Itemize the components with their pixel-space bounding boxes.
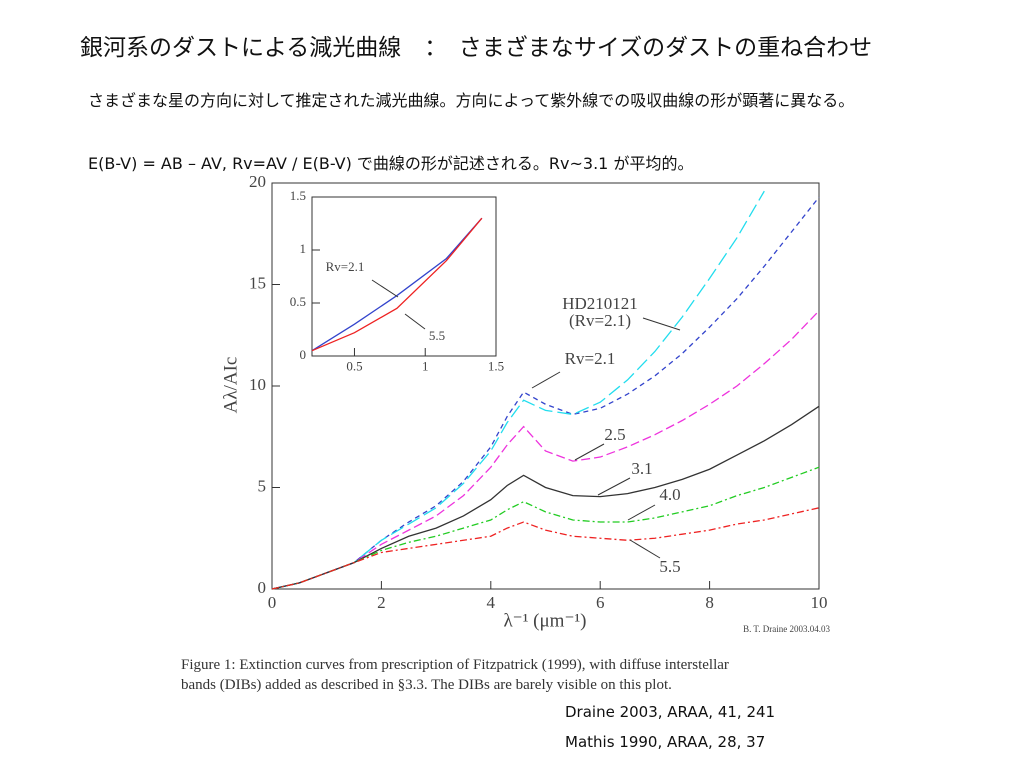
annotation-arrow bbox=[404, 313, 426, 330]
x-axis-label: λ⁻¹ (μm⁻¹) bbox=[503, 610, 586, 631]
y-tick-label: 5 bbox=[258, 476, 267, 495]
series-line bbox=[271, 196, 820, 590]
y-tick-label: 0 bbox=[300, 347, 307, 362]
series-line bbox=[271, 190, 765, 590]
curve-label: Rv=2.1 bbox=[565, 349, 616, 368]
annotation-arrow bbox=[597, 477, 631, 496]
curve-label: 3.1 bbox=[631, 459, 652, 478]
y-tick-label: 10 bbox=[249, 375, 266, 394]
series-line bbox=[271, 405, 820, 590]
caption-line: bands (DIBs) added as described in §3.3.… bbox=[181, 677, 672, 693]
y-tick-label: 0 bbox=[258, 578, 267, 597]
reference: Mathis 1990, ARAA, 28, 37 bbox=[565, 733, 766, 751]
x-tick-label: 1.5 bbox=[488, 359, 504, 374]
x-tick-label: 0 bbox=[268, 593, 277, 612]
curve-label: Rv=2.1 bbox=[326, 259, 365, 274]
series-line bbox=[271, 466, 820, 590]
y-tick-label: 0.5 bbox=[290, 294, 306, 309]
y-tick-label: 15 bbox=[249, 273, 266, 292]
x-tick-label: 10 bbox=[811, 593, 828, 612]
annotation-arrow bbox=[629, 539, 661, 559]
plot-frame bbox=[311, 196, 497, 357]
annotation-arrow bbox=[642, 317, 681, 331]
x-tick-label: 6 bbox=[596, 593, 605, 612]
y-tick-label: 1 bbox=[300, 241, 307, 256]
paragraph: さまざまな星の方向に対して推定された減光曲線。方向によって紫外線での吸収曲線の形… bbox=[88, 91, 855, 110]
y-axis-label: Aλ/AIc bbox=[220, 357, 241, 414]
curve-label: (Rv=2.1) bbox=[569, 311, 631, 330]
slide-title: 銀河系のダストによる減光曲線 ： さまざまなサイズのダストの重ね合わせ bbox=[80, 35, 873, 61]
curve-label: 5.5 bbox=[429, 328, 445, 343]
x-tick-label: 1 bbox=[422, 359, 429, 374]
curve-label: 4.0 bbox=[659, 485, 680, 504]
curve-label: HD210121 bbox=[562, 294, 638, 313]
credit: B. T. Draine 2003.04.03 bbox=[743, 624, 830, 634]
annotation-arrow bbox=[627, 504, 656, 521]
series-line bbox=[311, 217, 483, 352]
x-tick-label: 0.5 bbox=[346, 359, 362, 374]
curve-label: 2.5 bbox=[604, 425, 625, 444]
annotation-arrow bbox=[574, 443, 605, 461]
x-tick-label: 4 bbox=[487, 593, 496, 612]
x-tick-label: 2 bbox=[377, 593, 386, 612]
y-tick-label: 1.5 bbox=[290, 188, 306, 203]
curve-label: 5.5 bbox=[659, 557, 680, 576]
paragraph: E(B-V) = AB – AV, Rv=AV / E(B-V) で曲線の形が記… bbox=[88, 154, 694, 173]
caption-line: Figure 1: Extinction curves from prescri… bbox=[181, 657, 729, 673]
y-tick-label: 20 bbox=[249, 172, 266, 191]
series-line bbox=[271, 507, 820, 590]
annotation-arrow bbox=[531, 371, 561, 389]
x-tick-label: 8 bbox=[705, 593, 714, 612]
series-line bbox=[311, 217, 483, 352]
annotation-arrow bbox=[371, 279, 399, 298]
caption: Figure 1: Extinction curves from prescri… bbox=[181, 655, 729, 695]
reference: Draine 2003, ARAA, 41, 241 bbox=[565, 703, 776, 721]
series-line bbox=[271, 310, 820, 590]
